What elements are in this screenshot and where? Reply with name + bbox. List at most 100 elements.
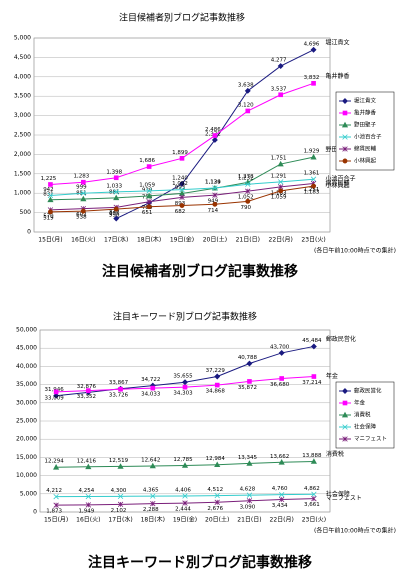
marker <box>246 460 253 466</box>
x-tick-label: 15日(月) <box>44 517 68 524</box>
marker <box>117 501 124 508</box>
y-tick-label: 2,000 <box>14 151 31 158</box>
value-label: 45,484 <box>302 338 322 344</box>
value-label: 1,398 <box>106 169 122 175</box>
x-tick-label: 18日(木) <box>137 236 161 244</box>
value-label: 12,785 <box>173 457 193 463</box>
value-label: 4,862 <box>304 486 320 492</box>
series-end-label: 亀井静香 <box>326 72 350 80</box>
value-label: 2,102 <box>111 508 127 514</box>
value-label: 32,876 <box>77 384 97 390</box>
marker <box>214 382 220 388</box>
series-end-label: マニフェスト <box>326 495 362 502</box>
y-tick-label: 4,000 <box>14 73 31 80</box>
value-label: 1,283 <box>73 174 89 180</box>
series-end-label: 小林興起 <box>326 182 350 190</box>
value-label: 35,655 <box>173 374 193 380</box>
value-label: 1,134 <box>205 180 221 186</box>
legend-label: 社会保障 <box>354 423 377 431</box>
legend-label: 野田聖子 <box>354 121 377 129</box>
legend-marker <box>342 134 348 140</box>
marker <box>182 493 188 499</box>
marker <box>311 374 317 379</box>
marker <box>146 204 152 210</box>
value-label: 1,052 <box>238 195 254 201</box>
legend-label: 亀井静香 <box>354 109 377 117</box>
marker <box>53 392 60 399</box>
marker <box>211 137 218 143</box>
x-tick-label: 20日(土) <box>203 236 227 244</box>
marker <box>214 461 221 468</box>
marker <box>80 208 86 214</box>
value-label: 1,033 <box>106 183 122 189</box>
value-label: 3,090 <box>240 504 256 510</box>
value-label: 1,686 <box>139 158 155 164</box>
value-label: 2,676 <box>207 506 223 512</box>
marker <box>310 46 317 53</box>
marker <box>311 80 316 86</box>
marker <box>179 155 185 161</box>
marker <box>310 153 317 160</box>
marker <box>245 188 251 194</box>
value-label: 43,700 <box>270 344 290 350</box>
y-tick-label: 30,000 <box>16 399 37 406</box>
marker <box>85 463 92 470</box>
marker <box>311 495 317 502</box>
value-label: 570 <box>43 213 54 219</box>
marker <box>212 192 218 198</box>
value-label: 12,294 <box>44 459 64 465</box>
footnote: (各日午前10:00時点での集計) <box>314 527 396 535</box>
marker <box>245 108 251 114</box>
value-label: 1,183 <box>304 190 320 196</box>
x-tick-label: 19日(金) <box>170 236 194 244</box>
value-label: 949 <box>208 199 219 205</box>
value-label: 1,949 <box>78 508 94 514</box>
value-label: 12,984 <box>206 456 226 462</box>
value-label: 1,278 <box>238 174 254 180</box>
marker <box>246 360 253 367</box>
y-tick-label: 500 <box>20 209 32 216</box>
value-label: 40,788 <box>238 355 258 361</box>
marker <box>113 189 119 195</box>
x-tick-label: 21日(日) <box>237 517 261 524</box>
value-label: 12,416 <box>77 458 97 464</box>
value-label: 3,434 <box>272 503 288 509</box>
value-label: 3,638 <box>238 82 254 88</box>
marker <box>179 186 185 193</box>
legend-marker <box>342 424 348 430</box>
marker <box>246 498 253 504</box>
value-label: 3,537 <box>271 86 287 92</box>
series-end-label: 郵政民営化 <box>326 335 356 343</box>
value-label: 12,519 <box>109 458 129 464</box>
marker <box>279 376 284 381</box>
marker <box>277 63 284 70</box>
x-tick-label: 18日(木) <box>141 516 165 524</box>
marker <box>245 198 251 204</box>
value-label: 1,751 <box>271 156 287 162</box>
series-end-label: 小池百合子 <box>326 175 356 183</box>
marker <box>85 502 92 508</box>
value-label: 13,888 <box>302 453 322 459</box>
value-label: 1,899 <box>172 150 188 156</box>
legend-label: 消費税 <box>354 411 371 419</box>
value-label: 36,680 <box>270 382 290 388</box>
marker <box>53 464 60 470</box>
value-label: 942 <box>43 187 54 193</box>
value-label: 33,352 <box>77 394 96 400</box>
value-label: 1,929 <box>304 149 320 155</box>
value-label: 347 <box>109 210 120 216</box>
legend-marker <box>342 158 348 164</box>
marker <box>117 493 124 500</box>
y-tick-label: 45,000 <box>16 345 37 352</box>
value-label: 3,661 <box>304 502 320 508</box>
value-label: 2,288 <box>143 507 159 513</box>
marker <box>277 179 284 185</box>
marker <box>85 493 92 500</box>
marker <box>146 164 152 169</box>
value-label: 1,873 <box>46 509 62 515</box>
marker <box>182 379 188 386</box>
value-label: 4,212 <box>46 488 62 494</box>
x-tick-label: 22日(月) <box>269 237 293 244</box>
marker <box>86 388 91 393</box>
legend-label: 堀江貴文 <box>354 97 377 105</box>
